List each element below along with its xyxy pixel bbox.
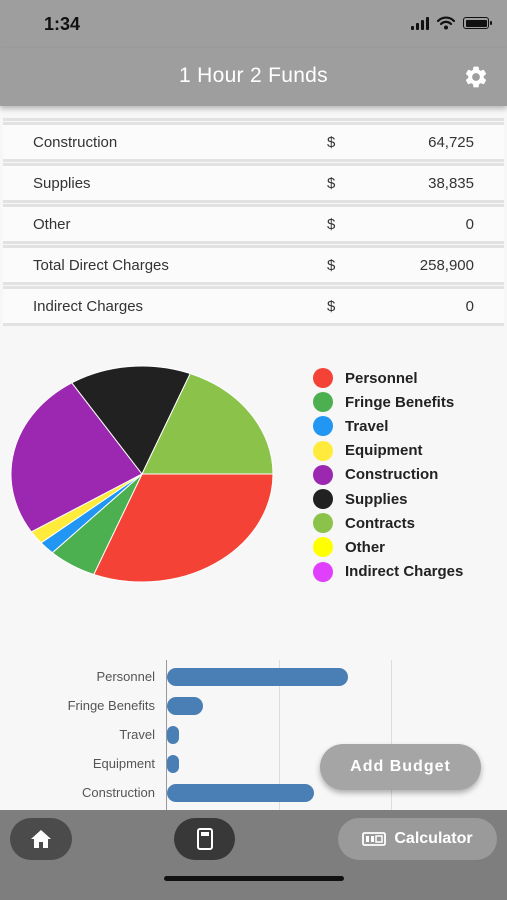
legend-label: Contracts xyxy=(345,514,416,532)
status-bar: 1:34 xyxy=(0,0,507,48)
row-label: Other xyxy=(33,216,71,233)
bar-fringe-benefits xyxy=(167,697,204,715)
row-label: Indirect Charges xyxy=(33,298,144,315)
status-icons xyxy=(411,16,492,30)
legend-label: Fringe Benefits xyxy=(345,393,455,411)
pie-slice-supplies xyxy=(71,365,191,475)
legend-swatch xyxy=(313,368,333,389)
bar-category-label: Construction xyxy=(82,785,155,800)
calculator-icon xyxy=(362,832,387,846)
legend-swatch xyxy=(313,489,333,510)
row-amount: 38,835 xyxy=(428,175,474,192)
pie-slice-personnel xyxy=(93,473,274,583)
bar-category-label: Travel xyxy=(119,727,155,742)
table-row[interactable]: Total Direct Charges $ 258,900 xyxy=(3,245,504,285)
bar-category-label: Equipment xyxy=(92,756,155,771)
row-currency: $ xyxy=(327,257,336,274)
home-indicator xyxy=(164,876,344,881)
bar-category-label: Personnel xyxy=(96,669,155,684)
chart-legend: Personnel Fringe Benefits Travel Equipme… xyxy=(313,366,463,584)
table-row[interactable]: Indirect Charges $ 0 xyxy=(3,286,504,326)
y-axis-line xyxy=(166,660,167,810)
table-row xyxy=(3,118,504,121)
bar-construction xyxy=(167,784,314,802)
row-amount: 0 xyxy=(465,298,474,315)
row-currency: $ xyxy=(327,298,336,315)
signal-icon xyxy=(411,16,429,30)
legend-swatch xyxy=(313,440,333,461)
wifi-icon xyxy=(437,16,455,30)
legend-item: Equipment xyxy=(313,439,463,463)
bar-travel xyxy=(167,726,179,744)
pie-slice-construction xyxy=(10,382,143,533)
legend-item: Supplies xyxy=(313,487,463,511)
gear-icon[interactable] xyxy=(463,64,489,90)
legend-label: Personnel xyxy=(345,369,418,387)
budget-table: Construction $ 64,725 Supplies $ 38,835 … xyxy=(3,118,504,327)
row-label: Total Direct Charges xyxy=(33,257,169,274)
grid-line xyxy=(391,660,392,810)
legend-label: Equipment xyxy=(345,442,423,460)
legend-item: Personnel xyxy=(313,366,463,390)
grid-line xyxy=(279,660,280,810)
home-button[interactable] xyxy=(10,818,72,860)
row-currency: $ xyxy=(327,175,336,192)
legend-swatch xyxy=(313,537,333,558)
bar-category-label: Fringe Benefits xyxy=(67,698,155,713)
legend-swatch xyxy=(313,464,333,485)
legend-label: Supplies xyxy=(345,490,408,508)
legend-swatch xyxy=(313,416,333,437)
bottom-toolbar: Calculator xyxy=(0,810,507,900)
legend-swatch xyxy=(313,392,333,413)
legend-label: Indirect Charges xyxy=(345,563,464,581)
row-currency: $ xyxy=(327,134,336,151)
row-amount: 258,900 xyxy=(419,257,474,274)
legend-label: Travel xyxy=(345,417,389,435)
table-row[interactable]: Supplies $ 38,835 xyxy=(3,163,504,203)
legend-item: Indirect Charges xyxy=(313,560,463,584)
row-amount: 0 xyxy=(465,216,474,233)
add-budget-button[interactable]: Add Budget xyxy=(320,744,481,790)
pie-slice-contracts xyxy=(141,372,274,475)
row-amount: 64,725 xyxy=(428,134,474,151)
table-row[interactable]: Other $ 0 xyxy=(3,204,504,244)
legend-item: Other xyxy=(313,535,463,559)
calculator-button-label: Calculator xyxy=(394,830,473,847)
legend-label: Construction xyxy=(345,466,439,484)
calculator-button[interactable]: Calculator xyxy=(338,818,497,860)
legend-item: Construction xyxy=(313,463,463,487)
page-title: 1 Hour 2 Funds xyxy=(179,64,328,87)
legend-item: Travel xyxy=(313,414,463,438)
legend-swatch xyxy=(313,561,333,582)
battery-icon xyxy=(463,17,492,29)
pie-chart xyxy=(10,365,274,583)
legend-item: Contracts xyxy=(313,511,463,535)
bar-personnel xyxy=(167,668,349,686)
calculator-icon xyxy=(196,828,213,850)
legend-label: Other xyxy=(345,538,386,556)
row-label: Supplies xyxy=(33,175,91,192)
bar-chart: Personnel Fringe Benefits Travel Equipment C… xyxy=(0,660,507,810)
row-label: Construction xyxy=(33,134,118,151)
table-row[interactable]: Construction $ 64,725 xyxy=(3,122,504,162)
legend-item: Fringe Benefits xyxy=(313,390,463,414)
home-icon xyxy=(31,830,51,848)
app-header: 1 Hour 2 Funds xyxy=(0,48,507,106)
row-currency: $ xyxy=(327,216,336,233)
status-time: 1:34 xyxy=(44,14,81,34)
bar-equipment xyxy=(167,755,179,773)
legend-swatch xyxy=(313,513,333,534)
calculator-icon-button[interactable] xyxy=(174,818,235,860)
